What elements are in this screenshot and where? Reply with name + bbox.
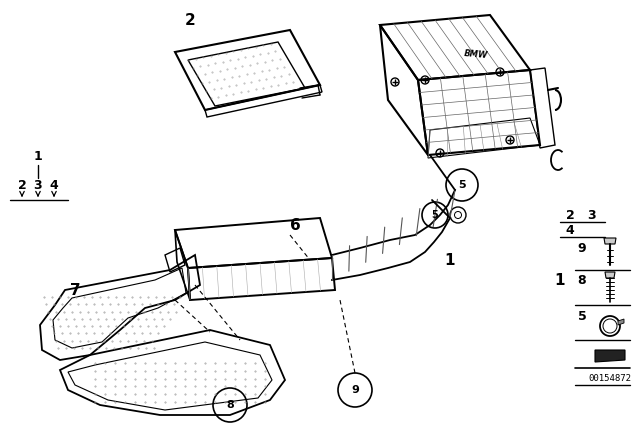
Polygon shape	[605, 272, 615, 278]
Text: 4: 4	[566, 224, 574, 237]
Text: BMW: BMW	[463, 49, 488, 60]
Text: 2: 2	[184, 13, 195, 27]
Text: 1: 1	[445, 253, 455, 267]
Text: 3: 3	[34, 178, 42, 191]
Polygon shape	[618, 319, 624, 325]
Text: 1: 1	[34, 150, 42, 163]
Text: 5: 5	[578, 310, 586, 323]
Polygon shape	[595, 350, 625, 362]
Polygon shape	[604, 238, 616, 244]
Text: 3: 3	[588, 208, 596, 221]
Text: 9: 9	[351, 385, 359, 395]
Text: 8: 8	[226, 400, 234, 410]
Text: 5: 5	[458, 180, 466, 190]
Text: 6: 6	[290, 217, 300, 233]
Text: 2: 2	[566, 208, 574, 221]
Text: 5: 5	[431, 210, 438, 220]
Text: 7: 7	[70, 283, 80, 297]
Text: 9: 9	[578, 241, 586, 254]
Text: 4: 4	[50, 178, 58, 191]
Text: 2: 2	[18, 178, 26, 191]
Text: 1: 1	[555, 272, 565, 288]
Text: 8: 8	[578, 273, 586, 287]
Text: 00154872: 00154872	[589, 374, 632, 383]
